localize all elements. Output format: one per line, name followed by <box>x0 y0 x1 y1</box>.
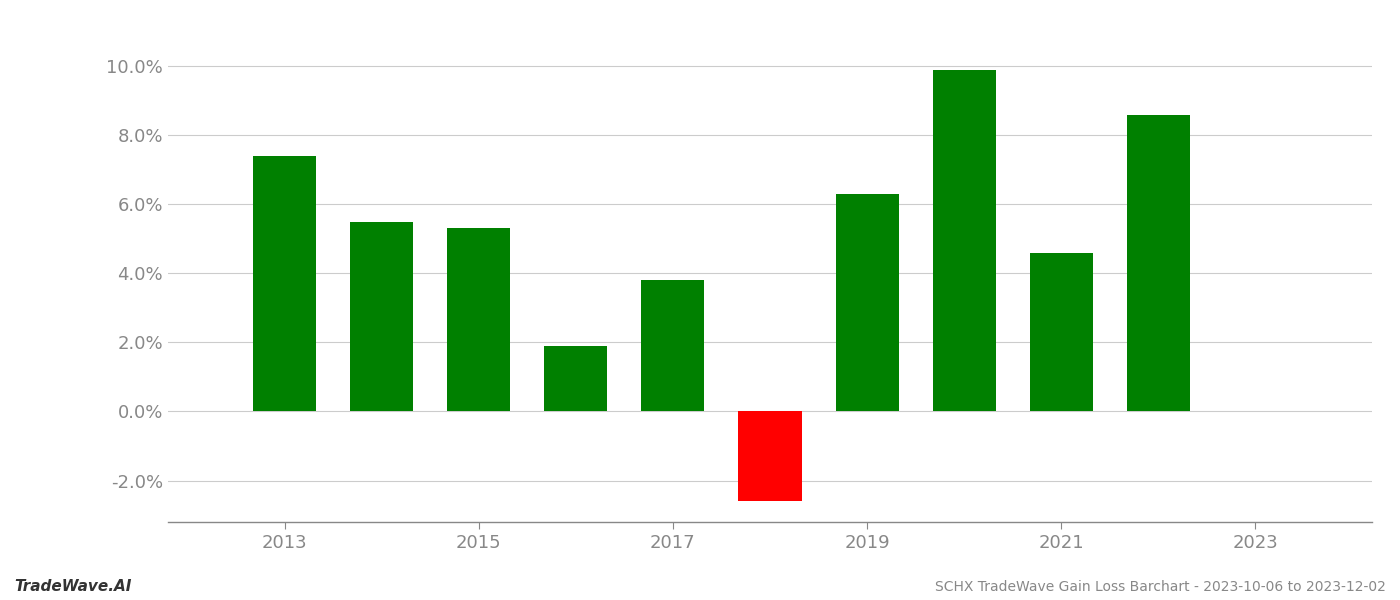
Text: SCHX TradeWave Gain Loss Barchart - 2023-10-06 to 2023-12-02: SCHX TradeWave Gain Loss Barchart - 2023… <box>935 580 1386 594</box>
Bar <box>447 229 510 412</box>
Bar <box>641 280 704 412</box>
Bar <box>1030 253 1093 412</box>
Bar <box>350 221 413 412</box>
Bar <box>932 70 995 412</box>
Bar <box>545 346 608 412</box>
Bar <box>1127 115 1190 412</box>
Bar <box>836 194 899 412</box>
Bar <box>253 156 316 412</box>
Bar <box>738 412 802 501</box>
Text: TradeWave.AI: TradeWave.AI <box>14 579 132 594</box>
